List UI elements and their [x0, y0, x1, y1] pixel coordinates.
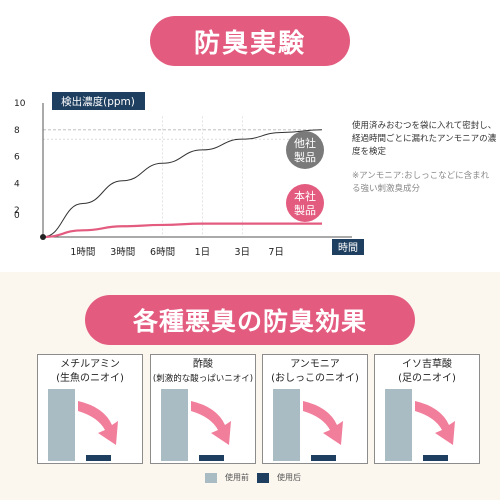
- card-title: 酢酸: [193, 359, 213, 370]
- x-tick-label: 3時間: [110, 247, 135, 258]
- competitor-badge: [286, 131, 324, 169]
- bar-after: [199, 455, 224, 461]
- y-axis-label-box: [52, 92, 145, 110]
- bar-before: [385, 389, 412, 461]
- experiment-description: 使用済みおむつを袋に入れて密封し、経過時間ごとに漏れたアンモニアの濃度を検定: [352, 121, 497, 157]
- ours-badge-line2: 製品: [294, 203, 316, 217]
- x-tick-label: 6時間: [150, 247, 175, 258]
- ours-badge-line1: 本社: [294, 189, 316, 203]
- arrow-shape: [415, 401, 455, 445]
- x-tick-label: 7日: [268, 247, 284, 258]
- x-tick-label: 1時間: [70, 247, 95, 258]
- y-tick-label: 6: [14, 153, 20, 163]
- y-axis-label: 検出濃度(ppm): [61, 95, 135, 108]
- card-title: アンモニア: [290, 359, 340, 370]
- decrease-arrow-icon: [191, 401, 231, 445]
- legend-after-label: 使用后: [277, 473, 301, 482]
- origin-dot: [40, 234, 46, 240]
- legend-after: 使用后: [257, 472, 301, 483]
- card-subtitle: (生魚のニオイ): [56, 373, 124, 384]
- competitor-badge-line2: 製品: [294, 150, 316, 164]
- ours-badge: [286, 184, 324, 222]
- bar-before: [273, 389, 300, 461]
- x-tick-label: 3日: [235, 247, 251, 258]
- bar-after: [423, 455, 448, 461]
- card-title: メチルアミン: [60, 359, 120, 370]
- legend-after-swatch: [257, 472, 269, 483]
- card-subtitle: (足のニオイ): [398, 373, 456, 384]
- series-line-competitor: [42, 129, 323, 238]
- y-tick-label: 4: [14, 179, 20, 189]
- y-tick-label: 2: [14, 206, 20, 216]
- bar-after: [86, 455, 111, 461]
- effect-title: 各種悪臭の防臭効果: [85, 295, 415, 345]
- effect-card: メチルアミン (生魚のニオイ): [37, 354, 143, 464]
- y-tick-label: 8: [14, 126, 20, 136]
- card-subtitle: (刺激的な酸っぱいニオイ): [152, 374, 254, 384]
- bar-before: [48, 389, 75, 461]
- effect-card: アンモニア (おしっこのニオイ): [262, 354, 368, 464]
- arrow-shape: [78, 401, 118, 445]
- legend-before: 使用前: [205, 472, 249, 483]
- x-axis-label: 時間: [338, 242, 358, 254]
- arrow-shape: [303, 401, 343, 445]
- arrow-shape: [191, 401, 231, 445]
- x-axis-label-box: [332, 239, 364, 255]
- card-subtitle: (おしっこのニオイ): [271, 373, 359, 384]
- decrease-arrow-icon: [78, 401, 118, 445]
- effect-card: 酢酸 (刺激的な酸っぱいニオイ): [150, 354, 256, 464]
- experiment-footnote: ※アンモニア:おしっこなどに含まれる強い刺激臭成分: [352, 171, 490, 194]
- decrease-arrow-icon: [303, 401, 343, 445]
- bar-before: [161, 389, 188, 461]
- series-line-ours: [42, 222, 322, 239]
- y-tick-label: 10: [14, 99, 26, 109]
- card-title: イソ吉草酸: [402, 359, 452, 370]
- competitor-badge-line1: 他社: [294, 136, 316, 150]
- experiment-title: 防臭実験: [150, 16, 350, 66]
- legend-before-swatch: [205, 472, 217, 483]
- x-tick-label: 1日: [195, 247, 211, 258]
- y-tick-label: 0: [14, 211, 20, 221]
- effect-card: イソ吉草酸 (足のニオイ): [374, 354, 480, 464]
- legend-before-label: 使用前: [225, 473, 249, 482]
- decrease-arrow-icon: [415, 401, 455, 445]
- bar-after: [311, 455, 336, 461]
